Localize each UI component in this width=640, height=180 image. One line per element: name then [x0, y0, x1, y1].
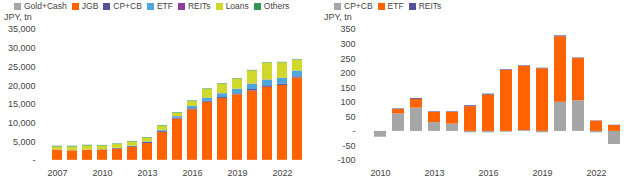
html-text:Others: Others: [263, 1, 290, 11]
html-text:CP+CB: CP+CB: [113, 1, 142, 11]
svg-text:-: -: [33, 155, 36, 165]
svg-text:2019: 2019: [532, 168, 552, 178]
svg-text:2019: 2019: [227, 168, 247, 178]
html-text:JPY, tn: JPY, tn: [324, 12, 352, 22]
svg-text:2013: 2013: [137, 168, 157, 178]
svg-text:300: 300: [340, 39, 355, 49]
html-text:Gold+Cash: Gold+Cash: [24, 1, 67, 11]
html-text:ETF: ETF: [387, 1, 404, 11]
svg-text:2016: 2016: [478, 168, 498, 178]
svg-text:200: 200: [340, 68, 355, 78]
svg-text:2013: 2013: [424, 168, 444, 178]
svg-text:2010: 2010: [370, 168, 390, 178]
svg-text:30,000: 30,000: [8, 43, 36, 53]
svg-text:5,000: 5,000: [13, 137, 36, 147]
html-text:ETF: ETF: [156, 1, 173, 11]
html-text:REITs: REITs: [188, 1, 211, 11]
svg-text:-100: -100: [337, 155, 355, 165]
svg-text:2007: 2007: [47, 168, 67, 178]
svg-text:35,000: 35,000: [8, 24, 36, 34]
svg-text:150: 150: [340, 83, 355, 93]
svg-text:-50: -50: [342, 141, 355, 151]
html-text:CP+CB: CP+CB: [344, 1, 373, 11]
svg-text:15,000: 15,000: [8, 99, 36, 109]
html-text:JPY, tn: JPY, tn: [4, 12, 32, 22]
svg-text:25,000: 25,000: [8, 62, 36, 72]
svg-text:-: -: [353, 126, 356, 136]
svg-text:250: 250: [340, 53, 355, 63]
svg-text:2022: 2022: [586, 168, 606, 178]
svg-text:350: 350: [340, 24, 355, 34]
svg-text:10,000: 10,000: [8, 118, 36, 128]
svg-text:2016: 2016: [182, 168, 202, 178]
html-text:JGB: JGB: [81, 1, 99, 11]
svg-text:2010: 2010: [92, 168, 112, 178]
svg-text:50: 50: [345, 112, 355, 122]
svg-text:2022: 2022: [272, 168, 292, 178]
html-text:REITs: REITs: [418, 1, 442, 11]
svg-text:20,000: 20,000: [8, 81, 36, 91]
html-text:Loans: Loans: [225, 1, 249, 11]
svg-text:100: 100: [340, 97, 355, 107]
